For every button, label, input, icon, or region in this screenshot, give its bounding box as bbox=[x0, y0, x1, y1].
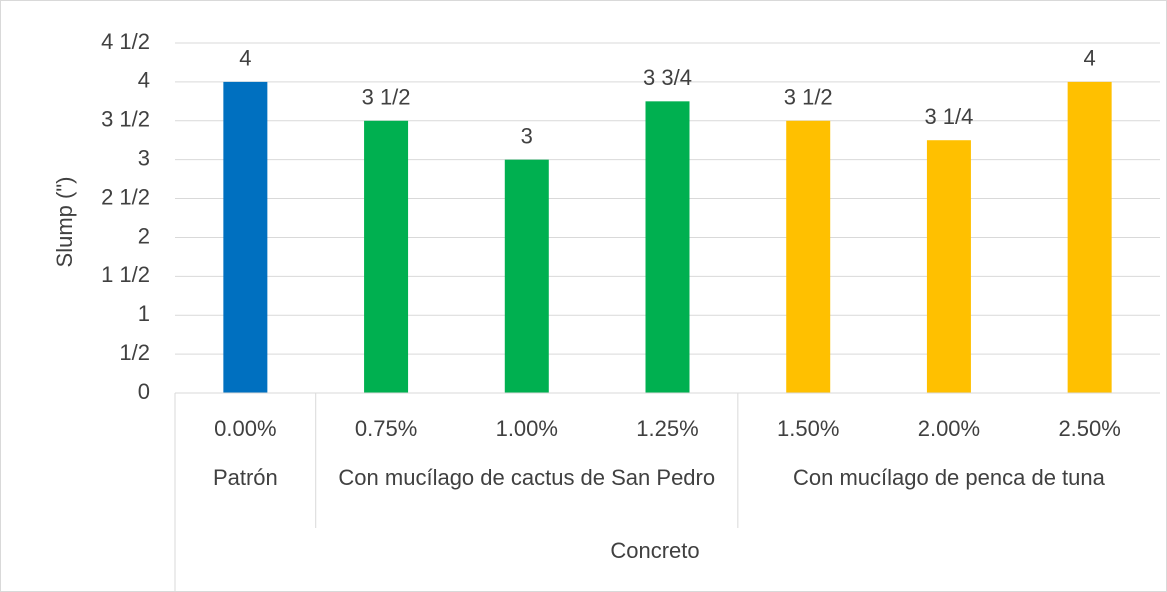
data-label: 4 bbox=[1084, 46, 1096, 71]
y-tick-label: 2 bbox=[138, 223, 150, 248]
y-tick-label: 4 1/2 bbox=[101, 29, 150, 54]
bar bbox=[364, 120, 409, 394]
y-tick-label: 1 bbox=[138, 301, 150, 326]
data-label: 3 3/4 bbox=[643, 65, 692, 90]
group-label: Patrón bbox=[212, 465, 278, 490]
y-tick-label: 1 1/2 bbox=[101, 262, 150, 287]
x-tick-label: 0.75% bbox=[355, 416, 417, 441]
data-label: 3 bbox=[521, 123, 533, 148]
y-tick-label: 3 bbox=[138, 145, 150, 170]
y-tick-label: 4 bbox=[138, 68, 150, 93]
x-tick-label: 1.00% bbox=[496, 416, 558, 441]
y-tick-label: 1/2 bbox=[119, 340, 150, 365]
bar bbox=[504, 159, 549, 393]
x-tick-label: 2.50% bbox=[1058, 416, 1120, 441]
bar bbox=[786, 120, 831, 394]
bar bbox=[926, 140, 971, 393]
y-tick-label: 2 1/2 bbox=[101, 184, 150, 209]
data-label: 3 1/2 bbox=[362, 85, 411, 110]
data-label: 4 bbox=[239, 46, 251, 71]
x-tick-label: 0.00% bbox=[214, 416, 276, 441]
y-tick-label: 0 bbox=[138, 379, 150, 404]
x-axis-label: Concreto bbox=[610, 538, 699, 563]
bar bbox=[223, 81, 268, 393]
bar bbox=[1067, 81, 1112, 393]
data-label: 3 1/2 bbox=[784, 85, 833, 110]
y-tick-label: 3 1/2 bbox=[101, 107, 150, 132]
y-axis-label: Slump (") bbox=[52, 177, 77, 268]
data-label: 3 1/4 bbox=[924, 104, 973, 129]
group-label: Con mucílago de penca de tuna bbox=[792, 465, 1105, 490]
bar bbox=[645, 101, 690, 393]
x-tick-label: 2.00% bbox=[918, 416, 980, 441]
x-tick-label: 1.50% bbox=[777, 416, 839, 441]
x-tick-label: 1.25% bbox=[636, 416, 698, 441]
group-label: Con mucílago de cactus de San Pedro bbox=[338, 465, 716, 490]
